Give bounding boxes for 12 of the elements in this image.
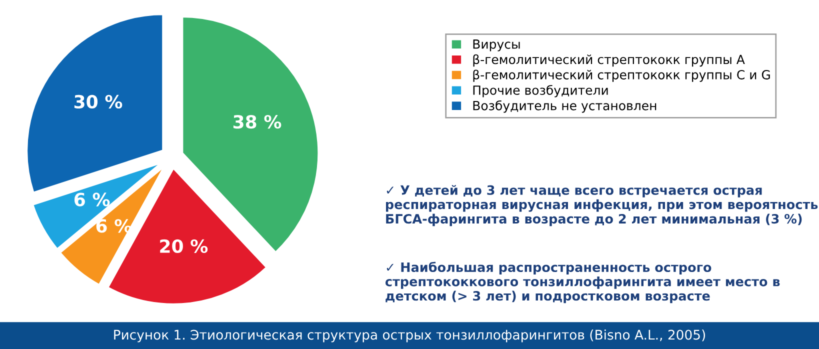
text: ✓ У детей до 3 лет чаще всего встречается острая респираторная вирусная инфекция, при этом вероятность БГСА-фарингита в возрасте до 2 лет минимальная (3 %) xyxy=(386,184,818,226)
data-label: 38 % xyxy=(233,114,282,129)
data-label: 30 % xyxy=(74,94,122,109)
data-label: 6 % xyxy=(74,192,110,206)
legend-label: β-гемолитический стрептококк группы С и G xyxy=(473,70,770,82)
text: ✓ Наибольшая распространенность острого стрептококкового тонзиллофарингита имеет место в детском (> 3 лет) и подростковом возрасте xyxy=(385,262,780,304)
data-label: 20 % xyxy=(160,239,208,254)
legend-label: Возбудитель не установлен xyxy=(473,100,656,113)
text: Рисунок 1. Этиологическая структура острых тонзиллофарингитов (Bisno A.L., 2005) xyxy=(114,330,706,342)
legend-label: Прочие возбудители xyxy=(473,84,608,98)
legend-label: β-гемолитический стрептококк группы А xyxy=(473,54,745,67)
legend-label: Вирусы xyxy=(473,40,520,52)
